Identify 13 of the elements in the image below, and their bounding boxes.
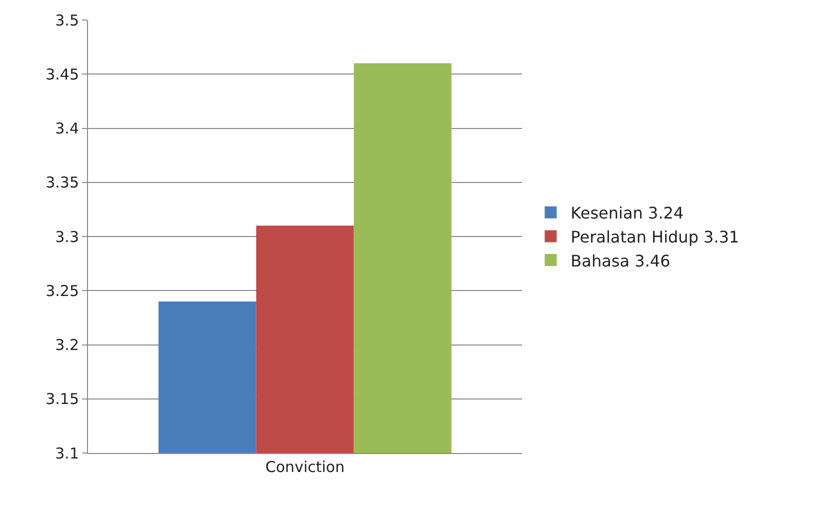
y-tick-label: 3.25 xyxy=(46,282,79,300)
y-tick-label: 3.3 xyxy=(55,228,79,246)
y-tick-label: 3.15 xyxy=(46,390,79,408)
legend-label: Bahasa 3.46 xyxy=(570,251,670,270)
legend-label: Kesenian 3.24 xyxy=(570,204,684,223)
y-tick-label: 3.35 xyxy=(46,174,79,192)
x-tick-label: Conviction xyxy=(265,458,345,476)
y-tick-label: 3.4 xyxy=(55,120,79,138)
y-tick-label: 3.1 xyxy=(55,444,79,462)
y-tick-label: 3.45 xyxy=(46,65,79,84)
y-tick-label: 3.5 xyxy=(55,11,79,30)
legend-label: Peralatan Hidup 3.31 xyxy=(570,227,740,246)
y-tick-label: 3.2 xyxy=(55,336,79,354)
